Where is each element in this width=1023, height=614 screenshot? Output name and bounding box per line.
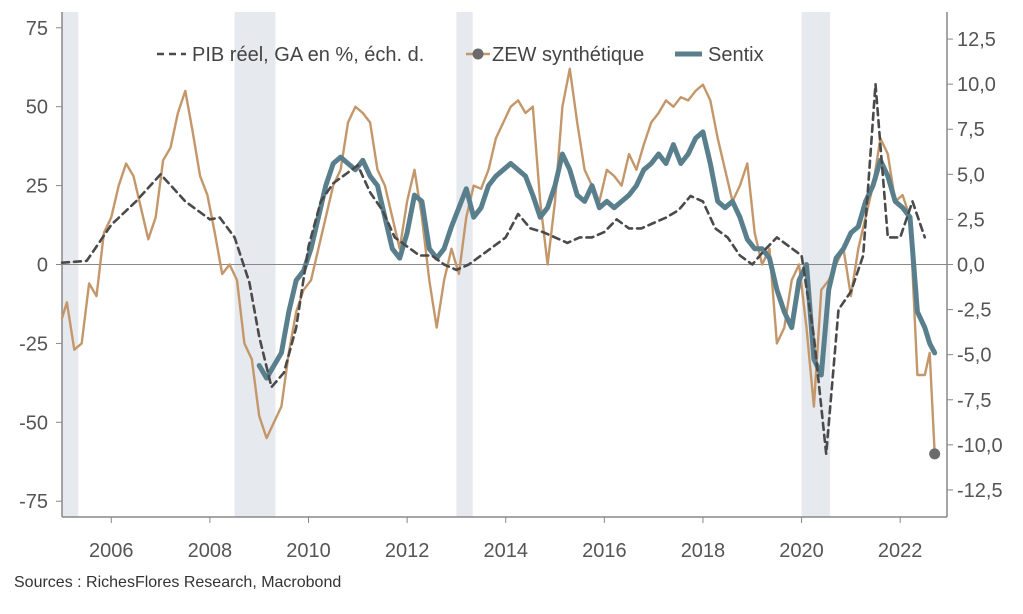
zew-last-point [929, 448, 941, 460]
x-tick-label: 2006 [89, 540, 134, 562]
right-tick-label: -2,5 [957, 300, 991, 322]
x-tick-label: 2016 [582, 540, 627, 562]
legend: PIB réel, GA en %, éch. d. ZEW synthétiqu… [157, 44, 764, 66]
left-tick-label: -75 [19, 491, 48, 513]
right-tick-label: -7,5 [957, 390, 991, 412]
series-layer [60, 67, 941, 460]
right-tick-label: -12,5 [957, 480, 1003, 502]
right-tick-label: -5,0 [957, 345, 991, 367]
x-tick-label: 2018 [681, 540, 726, 562]
x-tick-label: 2014 [483, 540, 528, 562]
left-tick-label: -50 [19, 412, 48, 434]
chart-svg: 75 50 25 0 -25 -50 -75 12,5 10,0 7,5 5,0 2,5 0,0 -2,5… [19, 12, 1003, 562]
x-tick-label: 2012 [385, 540, 430, 562]
zew-line [60, 67, 936, 456]
right-tick-label: 0,0 [957, 255, 985, 277]
left-tick-label: 25 [26, 176, 48, 198]
left-tick-label: 75 [26, 18, 48, 40]
axes: 75 50 25 0 -25 -50 -75 12,5 10,0 7,5 5,0 2,5 0,0 -2,5… [19, 12, 1003, 562]
right-tick-label: 5,0 [957, 164, 985, 186]
legend-label-pib: PIB réel, GA en %, éch. d. [192, 44, 424, 66]
right-tick-label: 2,5 [957, 209, 985, 231]
right-tick-label: 7,5 [957, 119, 985, 141]
right-tick-label: -10,0 [957, 435, 1003, 457]
right-tick-label: 12,5 [957, 29, 996, 51]
x-tick-label: 2010 [286, 540, 331, 562]
x-tick-label: 2008 [188, 540, 233, 562]
x-tick-label: 2022 [878, 540, 923, 562]
left-tick-label: -25 [19, 333, 48, 355]
source-note: Sources : RichesFlores Research, Macrobo… [14, 574, 342, 591]
pib-line [60, 82, 927, 456]
legend-label-zew: ZEW synthétique [492, 44, 644, 66]
sentix-line [256, 129, 938, 381]
legend-label-sentix: Sentix [708, 44, 764, 66]
x-tick-label: 2020 [779, 540, 824, 562]
left-tick-label: 50 [26, 97, 48, 119]
right-tick-label: 10,0 [957, 74, 996, 96]
legend-marker-zew [472, 48, 484, 60]
left-tick-label: 0 [37, 255, 48, 277]
